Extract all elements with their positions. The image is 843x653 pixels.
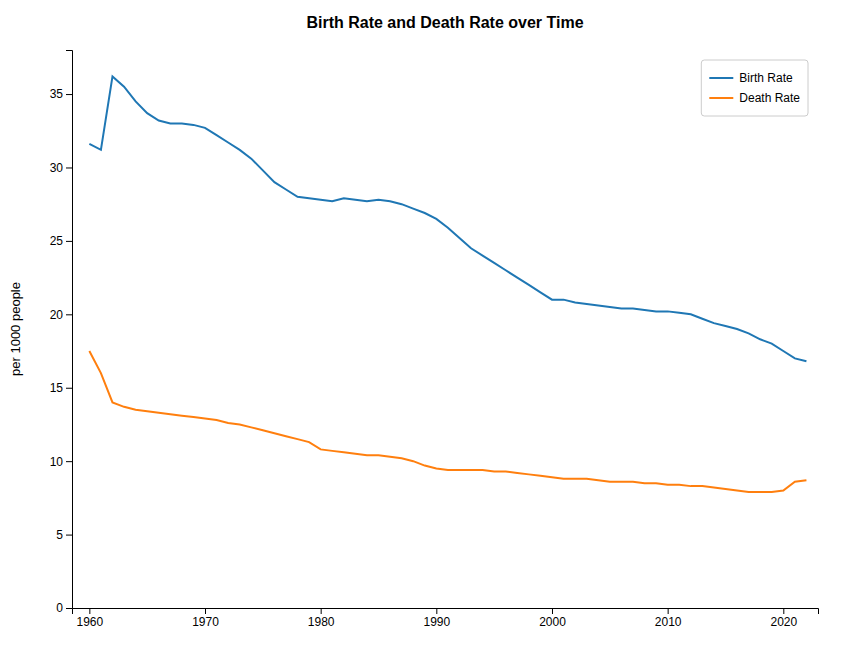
tick: 5 xyxy=(56,528,72,542)
tick: 20 xyxy=(50,308,72,322)
tick: 0 xyxy=(56,601,72,615)
tick: 30 xyxy=(50,161,72,175)
tick: 2020 xyxy=(770,608,797,629)
tick-label: 1960 xyxy=(76,615,103,629)
y-axis: 0 5 10 15 20 25 30 35 xyxy=(50,51,73,616)
tick: 10 xyxy=(50,454,72,468)
tick-mark xyxy=(552,608,553,614)
tick-mark xyxy=(66,461,72,462)
tick-label: 1980 xyxy=(308,615,335,629)
legend-swatch xyxy=(709,77,733,79)
tick: 25 xyxy=(50,234,72,248)
tick: 1990 xyxy=(423,608,450,629)
legend-label: Death Rate xyxy=(739,91,800,105)
legend-item: Death Rate xyxy=(709,91,800,105)
tick-label: 1970 xyxy=(192,615,219,629)
tick-mark xyxy=(436,608,437,614)
tick: 2000 xyxy=(539,608,566,629)
y-axis-label: per 1000 people xyxy=(8,282,23,376)
tick-label: 2000 xyxy=(539,615,566,629)
title: Birth Rate and Death Rate over Time xyxy=(306,14,583,31)
tick-mark xyxy=(66,608,72,609)
legend-label: Birth Rate xyxy=(739,71,793,85)
tick: 1970 xyxy=(192,608,219,629)
tick-mark xyxy=(66,241,72,242)
tick: 1980 xyxy=(308,608,335,629)
tick-label: 0 xyxy=(56,601,63,615)
tick: 35 xyxy=(50,87,72,101)
tick-mark xyxy=(66,535,72,536)
tick-mark xyxy=(89,608,90,614)
tick-mark xyxy=(205,608,206,614)
tick-label: 2010 xyxy=(655,615,682,629)
tick-label: 5 xyxy=(56,528,63,542)
plot-area xyxy=(89,76,806,492)
legend: Birth Rate Death Rate xyxy=(701,60,808,116)
legend-box xyxy=(701,60,808,116)
tick: 1960 xyxy=(76,608,103,629)
tick-label: 25 xyxy=(50,234,64,248)
chart-container: 1960 1970 1980 1990 2000 2010 2020 0 5 10 15 20 25 30… xyxy=(0,0,843,653)
tick-mark xyxy=(668,608,669,614)
tick-mark xyxy=(66,314,72,315)
axis-line xyxy=(73,609,819,615)
tick: 2010 xyxy=(655,608,682,629)
tick-mark xyxy=(66,167,72,168)
tick-mark xyxy=(783,608,784,614)
line xyxy=(89,351,806,492)
chart-svg: 1960 1970 1980 1990 2000 2010 2020 0 5 10 15 20 25 30… xyxy=(0,0,843,653)
tick-label: 10 xyxy=(50,454,64,468)
legend-swatch xyxy=(709,97,733,99)
axis-line xyxy=(66,51,73,609)
tick-label: 30 xyxy=(50,161,64,175)
tick-mark xyxy=(66,94,72,95)
tick-mark xyxy=(66,388,72,389)
tick: 15 xyxy=(50,381,72,395)
tick-label: 35 xyxy=(50,87,64,101)
tick-label: 20 xyxy=(50,308,64,322)
line xyxy=(89,76,806,361)
x-axis: 1960 1970 1980 1990 2000 2010 2020 xyxy=(73,608,819,629)
tick-mark xyxy=(321,608,322,614)
tick-label: 1990 xyxy=(423,615,450,629)
legend-item: Birth Rate xyxy=(709,71,793,85)
tick-label: 2020 xyxy=(770,615,797,629)
tick-label: 15 xyxy=(50,381,64,395)
